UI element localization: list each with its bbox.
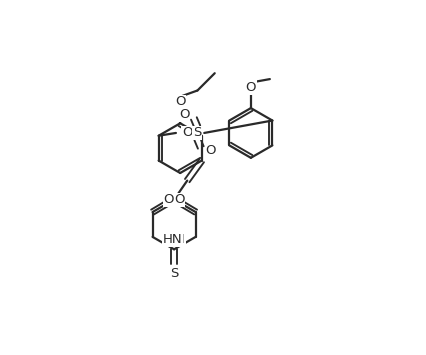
Text: O: O: [174, 193, 184, 207]
Text: S: S: [170, 267, 178, 280]
Text: O: O: [175, 95, 185, 108]
Text: HN: HN: [163, 233, 182, 246]
Text: NH: NH: [166, 233, 185, 246]
Text: O: O: [182, 126, 192, 140]
Text: S: S: [193, 126, 201, 140]
Text: O: O: [164, 193, 174, 207]
Text: O: O: [246, 81, 256, 94]
Text: O: O: [179, 109, 190, 121]
Text: O: O: [205, 144, 216, 157]
